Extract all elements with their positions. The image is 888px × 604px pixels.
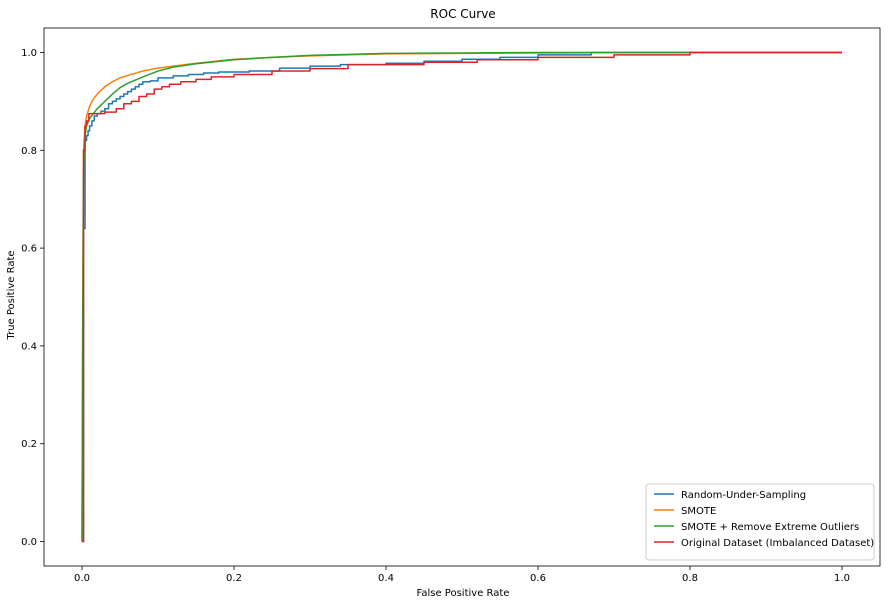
legend-label: SMOTE + Remove Extreme Outliers [681, 522, 859, 533]
chart-title: ROC Curve [430, 7, 495, 21]
y-tick-label: 0.4 [21, 341, 37, 352]
y-tick-label: 1.0 [21, 48, 37, 59]
x-tick-label: 0.4 [378, 573, 394, 584]
legend: Random-Under-Sampling SMOTE SMOTE + Remove… [645, 483, 875, 561]
y-tick-label: 0.6 [21, 244, 37, 255]
x-tick-label: 0.0 [74, 573, 90, 584]
series-line-4 [82, 51, 842, 543]
legend-box [645, 483, 875, 561]
x-tick-label: 0.2 [226, 573, 242, 584]
legend-label: SMOTE [681, 506, 716, 517]
x-tick-label: 0.8 [682, 573, 698, 584]
x-axis-label: False Positive Rate [417, 588, 510, 599]
axes-frame [43, 27, 881, 567]
series-line-1 [82, 51, 842, 543]
plot-area: 0.0 0.2 0.4 0.6 0.8 1.0 0.0 0.2 0.4 0.6 0.8 1.0 [21, 27, 881, 584]
x-tick-label: 0.6 [530, 573, 546, 584]
legend-label: Original Dataset (Imbalanced Dataset) [681, 538, 874, 549]
y-tick-label: 0.8 [21, 146, 37, 157]
series-line-3 [81, 51, 842, 542]
y-tick-label: 0.0 [21, 537, 37, 548]
legend-label: Random-Under-Sampling [681, 490, 806, 501]
y-tick-label: 0.2 [21, 439, 37, 450]
x-tick-label: 1.0 [834, 573, 850, 584]
y-axis-label: True Positive Rate [6, 250, 17, 340]
